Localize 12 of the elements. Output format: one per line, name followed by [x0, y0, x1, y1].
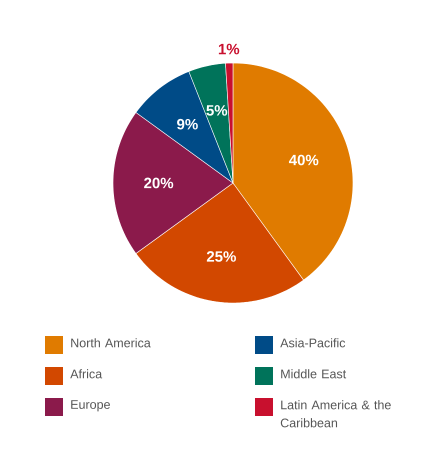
data-label: 25%: [206, 251, 236, 262]
data-label: 5%: [206, 105, 228, 116]
legend-label: North America: [71, 338, 151, 348]
data-label: 1%: [218, 44, 240, 54]
legend-label: Middle East: [281, 369, 346, 378]
legend-label: Africa: [70, 369, 102, 378]
data-label: 20%: [144, 178, 174, 188]
data-label: 40%: [288, 154, 318, 166]
legend-label: Latin America & the Caribbean: [280, 400, 391, 428]
data-label: 9%: [177, 118, 198, 130]
legend-label: Europe: [71, 400, 110, 412]
legend-label: Asia-Pacific: [280, 338, 346, 348]
